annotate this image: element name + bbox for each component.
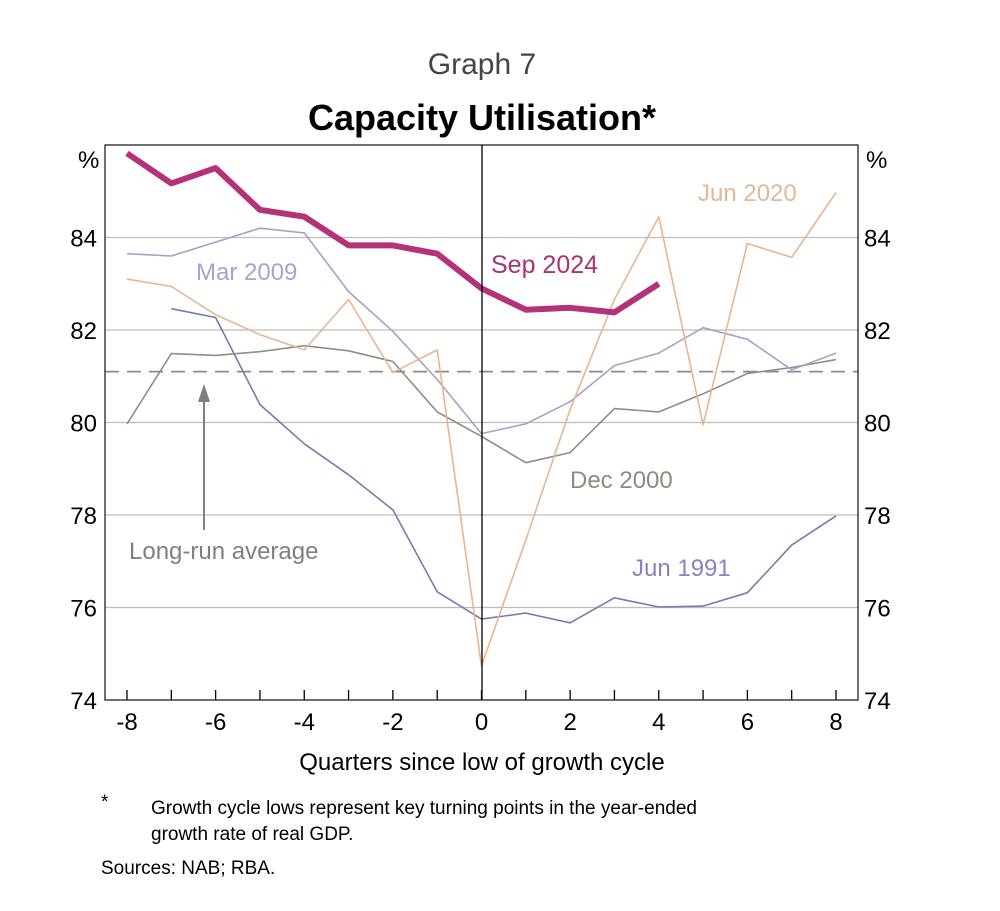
- x-tick--8: -8: [116, 709, 137, 736]
- y-tick-left-80: 80: [70, 411, 97, 438]
- series-line-jun-1991: [171, 307, 837, 624]
- label-dec-2000: Dec 2000: [570, 467, 673, 494]
- footnote-marker: *: [101, 792, 109, 813]
- label-mar-2009: Mar 2009: [196, 259, 297, 286]
- y-tick-right-84: 84: [864, 226, 891, 253]
- y-tick-left-78: 78: [70, 503, 97, 530]
- x-tick-6: 6: [741, 709, 754, 736]
- label-jun-2020: Jun 2020: [698, 180, 797, 207]
- y-tick-left-84: 84: [70, 226, 97, 253]
- y-tick-right-74: 74: [864, 688, 891, 715]
- x-tick-8: 8: [829, 709, 842, 736]
- x-tick--2: -2: [382, 709, 403, 736]
- y-tick-left-76: 76: [70, 596, 97, 623]
- y-tick-right-80: 80: [864, 411, 891, 438]
- label-long-run-average: Long-run average: [129, 538, 318, 565]
- y-tick-left-74: 74: [70, 688, 97, 715]
- x-axis-label: Quarters since low of growth cycle: [299, 749, 664, 776]
- footnote-line-1: Growth cycle lows represent key turning …: [151, 798, 697, 819]
- arrow-up-icon: [198, 384, 210, 402]
- y-tick-right-82: 82: [864, 318, 891, 345]
- y-unit-left: %: [78, 147, 99, 174]
- sources: Sources: NAB; RBA.: [101, 858, 275, 879]
- series-line-sep-2024: [125, 150, 661, 316]
- y-tick-right-78: 78: [864, 503, 891, 530]
- x-tick--4: -4: [294, 709, 315, 736]
- label-sep-2024: Sep 2024: [491, 251, 598, 279]
- x-tick-4: 4: [652, 709, 665, 736]
- y-unit-right: %: [866, 147, 887, 174]
- footnote-line-2: growth rate of real GDP.: [151, 824, 353, 845]
- y-tick-right-76: 76: [864, 596, 891, 623]
- x-tick-0: 0: [475, 709, 488, 736]
- x-tick-2: 2: [563, 709, 576, 736]
- x-tick--6: -6: [205, 709, 226, 736]
- label-jun-1991: Jun 1991: [632, 555, 731, 582]
- graph-number: Graph 7: [428, 48, 536, 81]
- chart-title: Capacity Utilisation*: [308, 97, 656, 138]
- y-tick-left-82: 82: [70, 318, 97, 345]
